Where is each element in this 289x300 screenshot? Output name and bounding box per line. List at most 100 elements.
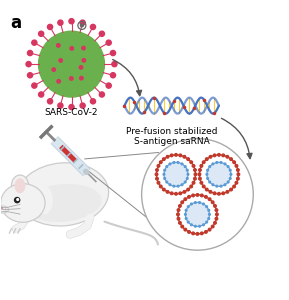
Circle shape (162, 188, 165, 191)
Circle shape (38, 92, 44, 97)
Text: SARS-CoV-2: SARS-CoV-2 (45, 109, 98, 118)
Circle shape (233, 161, 236, 164)
Circle shape (80, 103, 85, 108)
Circle shape (198, 173, 201, 176)
Circle shape (173, 185, 175, 187)
Circle shape (26, 61, 31, 67)
Circle shape (185, 218, 187, 219)
Circle shape (209, 166, 211, 167)
Circle shape (179, 154, 181, 157)
Circle shape (58, 20, 63, 25)
Circle shape (110, 73, 116, 78)
Circle shape (235, 165, 238, 167)
Circle shape (216, 162, 218, 163)
Circle shape (206, 206, 208, 208)
Circle shape (216, 213, 218, 216)
Circle shape (205, 158, 208, 160)
Circle shape (215, 209, 218, 211)
Circle shape (209, 214, 210, 215)
Circle shape (218, 154, 220, 156)
Circle shape (201, 194, 203, 197)
Circle shape (166, 155, 169, 158)
Circle shape (164, 178, 166, 179)
Circle shape (213, 192, 216, 195)
Circle shape (211, 225, 214, 228)
Circle shape (70, 47, 73, 50)
Circle shape (230, 158, 232, 160)
Circle shape (177, 213, 179, 216)
Circle shape (156, 169, 158, 171)
Circle shape (205, 188, 208, 191)
Circle shape (186, 202, 210, 226)
Circle shape (227, 181, 229, 183)
Circle shape (199, 177, 201, 180)
Circle shape (216, 185, 218, 187)
Circle shape (208, 228, 211, 231)
Circle shape (142, 139, 253, 250)
Circle shape (199, 155, 238, 194)
Circle shape (70, 77, 73, 80)
Ellipse shape (11, 175, 29, 196)
Circle shape (237, 177, 239, 180)
Circle shape (200, 182, 203, 184)
Circle shape (27, 73, 33, 78)
Circle shape (202, 185, 205, 188)
Circle shape (156, 177, 158, 180)
Circle shape (175, 154, 177, 156)
Circle shape (188, 196, 190, 198)
Circle shape (82, 58, 86, 62)
Circle shape (229, 169, 231, 171)
Circle shape (206, 173, 208, 175)
Circle shape (183, 155, 186, 158)
Circle shape (214, 205, 216, 207)
Circle shape (230, 173, 232, 175)
Circle shape (201, 232, 203, 235)
Circle shape (14, 197, 20, 203)
Circle shape (160, 185, 162, 188)
Circle shape (200, 165, 203, 167)
Circle shape (157, 182, 160, 184)
Circle shape (112, 61, 117, 67)
Circle shape (47, 24, 53, 29)
Circle shape (212, 184, 214, 186)
Circle shape (199, 202, 200, 203)
Circle shape (80, 20, 85, 25)
Circle shape (187, 158, 189, 160)
Circle shape (166, 190, 169, 193)
Circle shape (226, 155, 229, 158)
Circle shape (208, 198, 211, 200)
Circle shape (202, 161, 205, 164)
Circle shape (213, 154, 216, 157)
Circle shape (233, 185, 236, 188)
Circle shape (203, 203, 204, 205)
Circle shape (194, 202, 196, 203)
Circle shape (47, 99, 53, 104)
Circle shape (209, 155, 212, 158)
Circle shape (203, 224, 204, 226)
Circle shape (177, 218, 180, 220)
Circle shape (214, 222, 216, 224)
Circle shape (170, 154, 173, 157)
Circle shape (99, 92, 104, 97)
Circle shape (155, 173, 158, 176)
Circle shape (32, 40, 37, 45)
Circle shape (69, 19, 74, 24)
Circle shape (190, 161, 192, 164)
Circle shape (220, 185, 222, 187)
Circle shape (230, 188, 232, 191)
Circle shape (90, 24, 96, 29)
Circle shape (222, 192, 225, 195)
Circle shape (157, 155, 195, 194)
Circle shape (190, 224, 192, 226)
Circle shape (27, 50, 33, 56)
Circle shape (160, 161, 162, 164)
Circle shape (199, 225, 200, 227)
Circle shape (188, 231, 190, 233)
Circle shape (207, 162, 231, 186)
Circle shape (184, 166, 186, 167)
Circle shape (169, 184, 171, 186)
Circle shape (226, 190, 229, 193)
Circle shape (90, 99, 96, 104)
Circle shape (181, 184, 183, 186)
Circle shape (211, 201, 214, 204)
